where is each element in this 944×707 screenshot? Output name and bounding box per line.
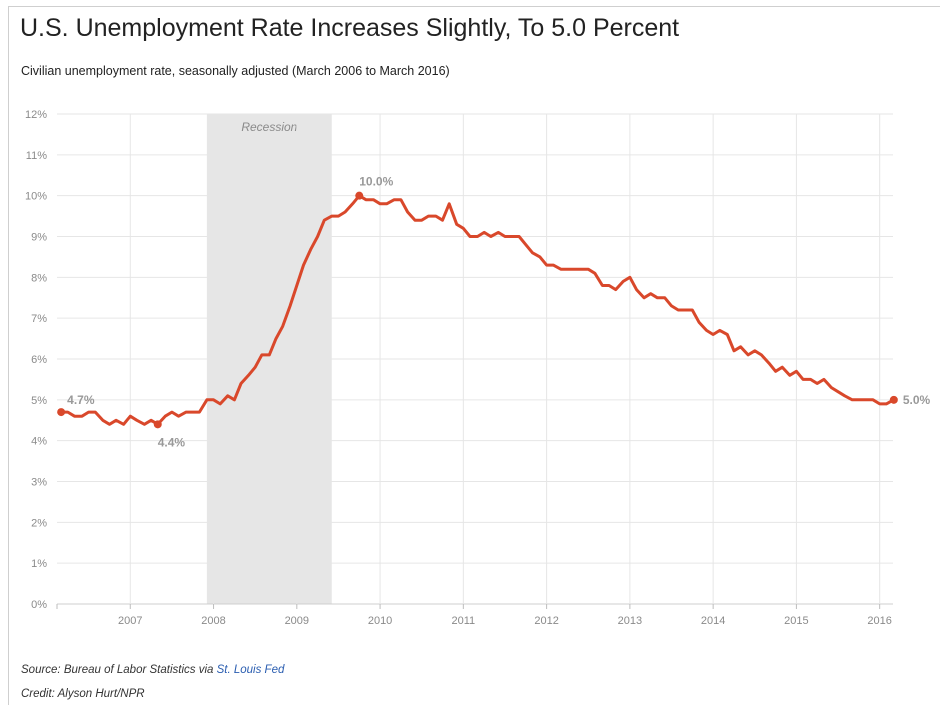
y-tick-label: 2% (31, 517, 47, 529)
credit-note: Credit: Alyson Hurt/NPR (21, 688, 145, 700)
y-tick-label: 11% (26, 150, 47, 162)
line-chart: Recession 0% 1% 2% 3% 4% 5% 6% 7% 8% 9% 10% 11% 12% 2… (25, 109, 931, 627)
data-point-marker (153, 420, 162, 429)
x-tick-label: 2014 (701, 615, 725, 627)
y-tick-label: 0% (31, 599, 47, 611)
chart-subtitle: Civilian unemployment rate, seasonally a… (21, 64, 450, 78)
x-tick-label: 2011 (452, 615, 476, 627)
y-tick-label: 5% (31, 395, 47, 407)
chart-title: U.S. Unemployment Rate Increases Slightl… (20, 14, 680, 42)
x-tick-label: 2016 (867, 615, 891, 627)
x-tick-label: 2012 (534, 615, 558, 627)
x-tick-label: 2015 (784, 615, 808, 627)
data-label: 10.0% (359, 175, 393, 189)
y-tick-label: 7% (31, 313, 47, 325)
data-point-marker (889, 395, 898, 404)
data-label: 4.4% (158, 435, 186, 449)
gridlines (57, 113, 893, 605)
unemployment-rate-line (59, 194, 896, 426)
y-tick-label: 10% (25, 191, 47, 203)
data-point-marker (355, 191, 364, 200)
y-tick-label: 3% (31, 477, 47, 489)
chart-frame (8, 6, 940, 705)
y-tick-label: 4% (31, 436, 47, 448)
axis-ticks: 0% 1% 2% 3% 4% 5% 6% 7% 8% 9% 10% 11% 12% 2007 2008 200… (25, 109, 892, 627)
y-tick-label: 9% (31, 232, 47, 244)
x-tick-label: 2007 (118, 615, 142, 627)
x-tick-label: 2008 (201, 615, 225, 627)
series-layer (59, 194, 896, 426)
recession-label: Recession (241, 120, 297, 134)
y-tick-label: 8% (31, 272, 47, 284)
x-tick-label: 2013 (618, 615, 642, 627)
data-label: 4.7% (67, 393, 95, 407)
y-tick-label: 1% (31, 558, 47, 570)
y-tick-label: 12% (25, 109, 47, 121)
y-tick-label: 6% (31, 354, 47, 366)
annotation-layer: 4.7% 4.4% 10.0% 5.0% (57, 175, 931, 449)
source-link[interactable]: St. Louis Fed (216, 664, 285, 676)
source-note: Source: Bureau of Labor Statistics via S… (21, 664, 284, 676)
data-point-marker (57, 408, 66, 417)
x-tick-label: 2010 (368, 615, 392, 627)
source-prefix: Source: Bureau of Labor Statistics via (21, 664, 217, 676)
data-label: 5.0% (903, 393, 931, 407)
x-tick-label: 2009 (285, 615, 309, 627)
